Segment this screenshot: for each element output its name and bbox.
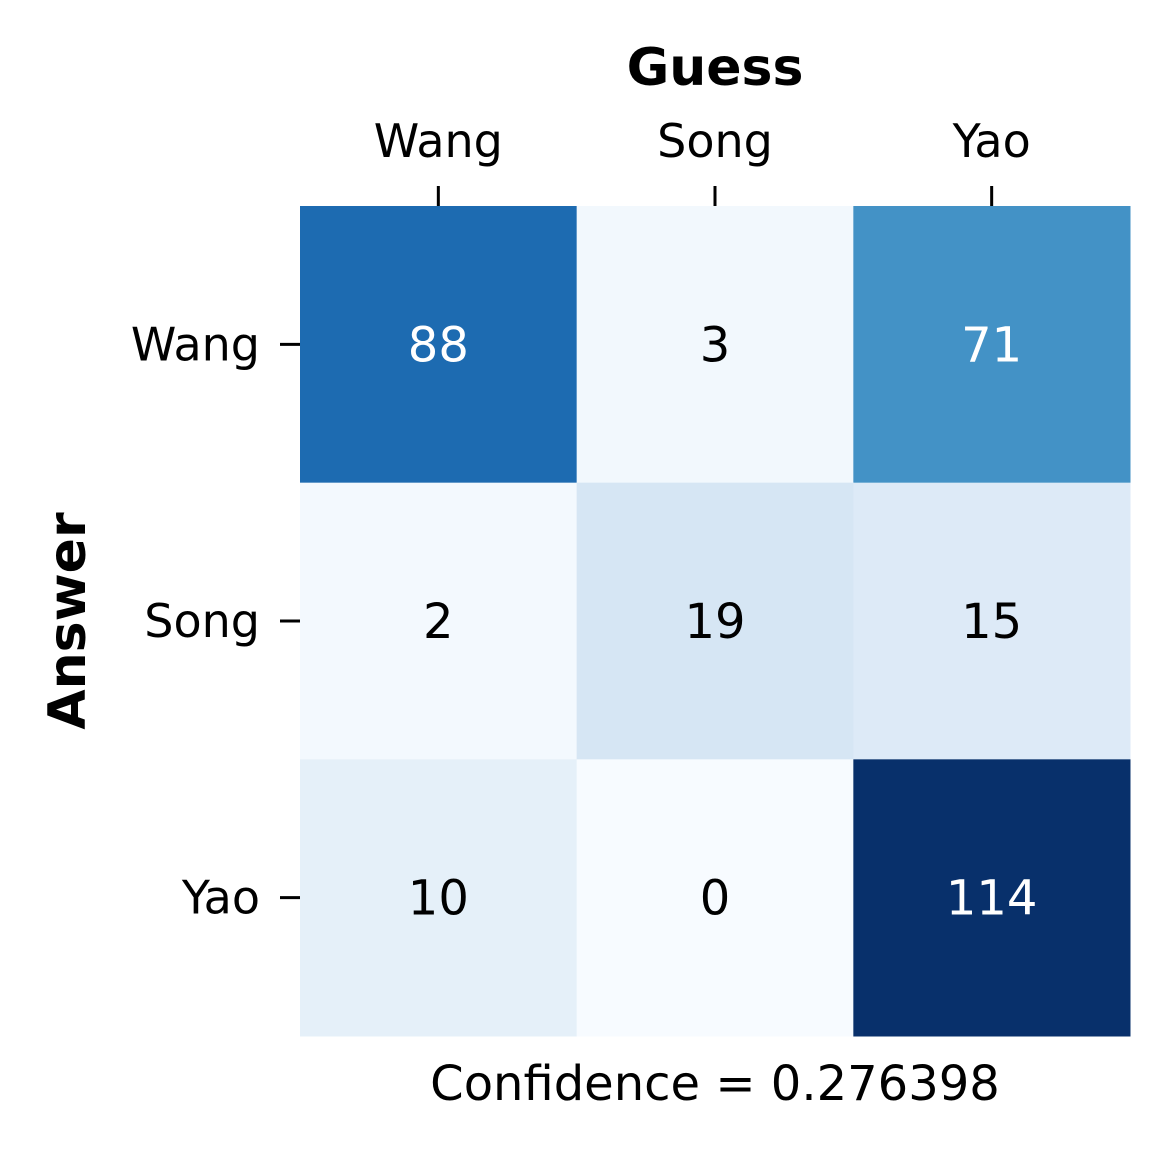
heatmap-cell-labels: 88 3 71 2 19 15 10 0 114: [408, 317, 1038, 926]
heatmap-cell-0-2: [853, 206, 1131, 484]
heatmap-cell-label-2-0: 10: [408, 871, 469, 927]
x-tick-label-0: Wang: [374, 114, 503, 168]
heatmap-cell-0-0: [300, 206, 578, 484]
heatmap-cell-label-1-1: 19: [684, 594, 745, 650]
heatmap-cells: [300, 206, 1131, 1037]
x-tick-label-1: Song: [657, 114, 773, 168]
heatmap-cell-1-0: [300, 482, 578, 760]
heatmap-cell-0-1: [576, 206, 854, 484]
x-axis-title: Guess: [627, 38, 804, 98]
heatmap-cell-2-0: [300, 759, 578, 1037]
heatmap-cell-label-0-1: 3: [700, 317, 731, 373]
heatmap-cell-label-0-0: 88: [408, 317, 469, 373]
heatmap-cell-2-2: [853, 759, 1131, 1037]
heatmap-cell-label-2-1: 0: [700, 871, 731, 927]
heatmap-cell-1-2: [853, 482, 1131, 760]
heatmap-cell-label-0-2: 71: [961, 317, 1022, 373]
heatmap-cell-label-2-2: 114: [946, 871, 1038, 927]
confidence-caption: Confidence = 0.276398: [430, 1056, 1000, 1112]
y-tick-label-0: Wang: [131, 317, 260, 371]
heatmap-cell-2-1: [576, 759, 854, 1037]
heatmap-cell-1-1: [576, 482, 854, 760]
y-axis-title: Answer: [38, 512, 98, 730]
x-tick-label-2: Yao: [952, 114, 1031, 168]
heatmap-cell-label-1-2: 15: [961, 594, 1022, 650]
y-tick-label-2: Yao: [181, 871, 260, 925]
y-axis-ticks: Wang Song Yao: [131, 317, 300, 925]
x-axis-ticks: Wang Song Yao: [374, 114, 1031, 206]
heatmap-cell-label-1-0: 2: [423, 594, 454, 650]
y-tick-label-1: Song: [144, 594, 260, 648]
